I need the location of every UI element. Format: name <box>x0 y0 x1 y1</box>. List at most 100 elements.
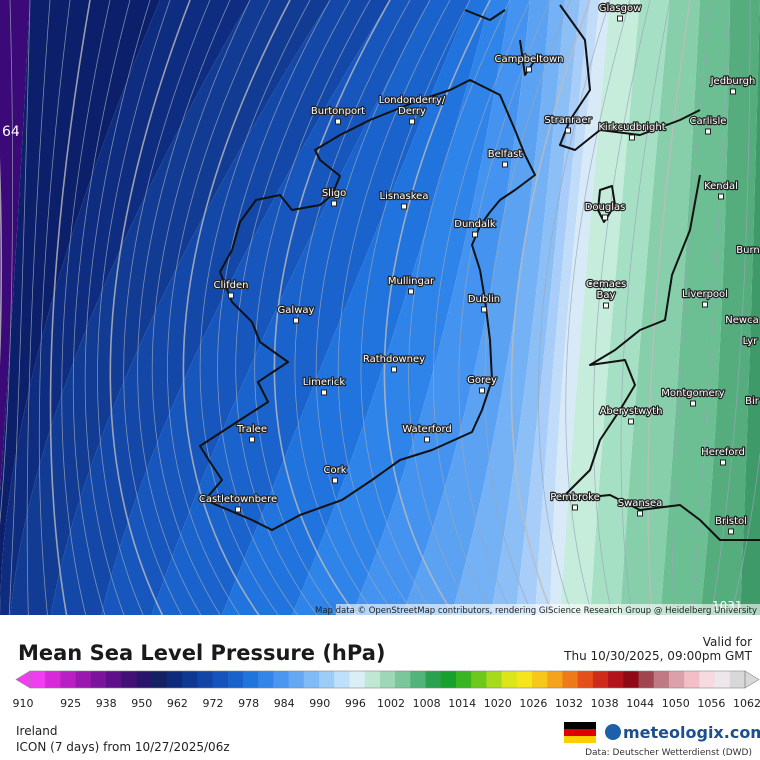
model-run: ICON (7 days) from 10/27/2025/06z <box>16 740 230 754</box>
pressure-band <box>151 0 470 615</box>
place-marker <box>424 436 430 443</box>
colorbar: 910 925 938 950 962 972 978 984 990 996 1002 1008 10… <box>13 670 760 710</box>
place-marker <box>332 477 338 484</box>
flag <box>564 722 596 743</box>
isobar-label: 64 <box>2 124 20 140</box>
place-name: Glasgow <box>599 3 642 14</box>
region: Ireland <box>16 724 58 738</box>
title: Mean Sea Level Pressure (hPa) <box>18 641 385 665</box>
isobar <box>123 0 211 615</box>
colorbar-swatch <box>440 671 457 688</box>
place-marker <box>472 231 478 238</box>
place-marker <box>479 387 485 394</box>
colorbar-swatch <box>288 671 305 688</box>
place-name: Newca <box>725 315 758 326</box>
colorbar-swatch <box>197 671 214 688</box>
place-marker <box>702 301 708 308</box>
place-marker <box>572 504 578 511</box>
pressure-band <box>401 0 550 615</box>
place-marker <box>526 66 532 73</box>
place-name: Carlisle <box>690 116 727 127</box>
place-name: Lyr <box>743 336 759 347</box>
colorbar-tick-label: 996 <box>345 697 366 710</box>
place-name: Dundalk <box>454 219 496 230</box>
colorbar-tick-label: 950 <box>131 697 152 710</box>
place-name: Burtonport <box>311 106 365 117</box>
place-marker <box>728 528 734 535</box>
place-marker <box>401 203 407 210</box>
valid-label: Valid for <box>703 635 752 649</box>
colorbar-swatch <box>349 671 366 688</box>
colorbar-swatch <box>60 671 77 688</box>
place-name: Stranraer <box>544 115 592 126</box>
colorbar-swatch <box>501 671 518 688</box>
place-name: Bristol <box>715 516 747 527</box>
isobar <box>254 0 371 615</box>
isobar <box>97 0 171 615</box>
place-name: Swansea <box>618 498 662 509</box>
colorbar-tick-label: 1050 <box>662 697 690 710</box>
isobar <box>38 0 71 615</box>
isobar <box>383 0 491 615</box>
valid-time: Thu 10/30/2025, 09:00pm GMT <box>563 649 753 663</box>
place-name: Waterford <box>402 424 451 435</box>
colorbar-tick-label: 1026 <box>519 697 547 710</box>
colorbar-swatch <box>532 671 548 688</box>
colorbar-swatch <box>151 671 168 688</box>
colorbar-swatch <box>425 671 442 688</box>
place-marker <box>391 366 397 373</box>
place-name: Hereford <box>701 447 745 458</box>
colorbar-swatch <box>668 671 685 688</box>
place-name: Clifden <box>214 280 249 291</box>
colorbar-swatch <box>699 671 716 688</box>
colorbar-swatch <box>227 671 244 688</box>
isobar <box>315 0 431 615</box>
colorbar-tick-label: 962 <box>167 697 188 710</box>
place-labels: Glasgow Jedburgh Campbeltown Burtonport Lond… <box>198 2 760 535</box>
colorbar-tick-label: 972 <box>203 697 224 710</box>
place-marker <box>628 418 634 425</box>
colorbar-swatch <box>136 671 153 688</box>
place-marker <box>637 510 643 517</box>
place-name: Kendal <box>704 181 738 192</box>
place-marker <box>409 118 415 125</box>
place-name: Gorey <box>467 375 497 386</box>
pressure-band <box>515 0 590 615</box>
place-marker <box>730 88 736 95</box>
pressure-band <box>660 0 730 615</box>
colorbar-swatch <box>592 671 609 688</box>
place-marker <box>617 15 623 22</box>
source: Data: Deutscher Wetterdienst (DWD) <box>585 748 752 758</box>
isobar <box>484 0 571 615</box>
place-marker <box>321 389 327 396</box>
colorbar-tick-label: 1038 <box>591 697 619 710</box>
pressure-band <box>535 0 600 615</box>
pressure-band <box>490 0 580 615</box>
logo[interactable]: meteologix.com <box>623 723 760 742</box>
map: Glasgow Jedburgh Campbeltown Burtonport Lond… <box>0 0 760 615</box>
colorbar-tick-label: 1002 <box>377 697 405 710</box>
place-marker <box>502 161 508 168</box>
isobar <box>730 450 760 615</box>
isobar <box>49 0 91 615</box>
isobar <box>26 0 51 615</box>
colorbar-swatch <box>684 671 700 688</box>
colorbar-swatch <box>334 671 350 688</box>
place-name: Liverpool <box>682 289 728 300</box>
place-marker <box>720 459 726 466</box>
colorbar-tick-label: 1032 <box>555 697 583 710</box>
colorbar-swatch <box>75 671 92 688</box>
logo-icon <box>605 724 621 740</box>
place-marker <box>293 317 299 324</box>
colorbar-swatch <box>562 671 579 688</box>
colorbar-tick-label: 1056 <box>697 697 725 710</box>
isobars <box>0 0 760 615</box>
isobar <box>0 0 14 526</box>
place-marker <box>249 436 255 443</box>
place-name: Lisnaskea <box>380 191 429 202</box>
pressure-band <box>560 0 640 615</box>
isobar <box>109 0 191 615</box>
pressure-field <box>0 0 760 615</box>
isobar <box>337 0 451 615</box>
